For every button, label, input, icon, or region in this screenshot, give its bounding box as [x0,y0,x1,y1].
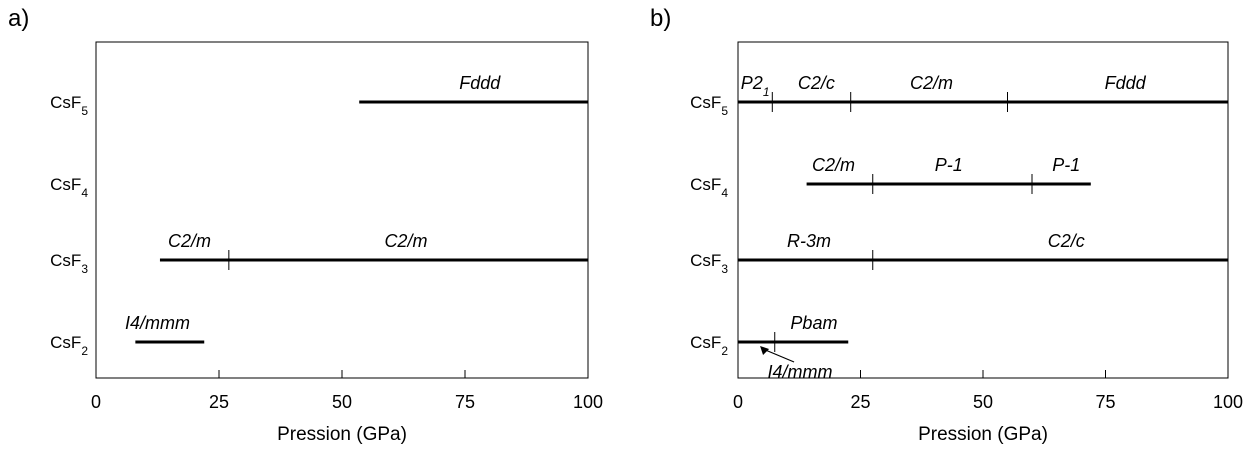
phase-label: C2/m [910,73,953,93]
x-tick-label: 75 [1095,392,1115,412]
x-tick-label: 50 [332,392,352,412]
category-label: CsF3 [690,251,728,276]
phase-label: P-1 [935,155,963,175]
phase-label: R-3m [787,231,831,251]
phase-label: C2/m [812,155,855,175]
panel-a: a) 0 25 50 75 100 Pression (GPa) CsF5 CsF4 CsF3 Cs… [8,5,603,445]
annotation-label: I4/mmm [768,362,833,382]
category-label: CsF2 [690,333,728,358]
phase-label: Fddd [459,73,501,93]
phase-label: C2/m [384,231,427,251]
phase-label: I4/mmm [125,313,190,333]
category-label: CsF3 [50,251,88,276]
phase-label: C2/m [168,231,211,251]
category-label: CsF4 [50,175,88,200]
category-label: CsF2 [50,333,88,358]
annotation-arrow [762,348,795,363]
annotation-arrowhead [760,346,770,355]
panel-label: a) [8,5,29,32]
category-label: CsF5 [690,93,728,118]
panel-b: b) 0 25 50 75 100 Pression (GPa) CsF5 CsF4 CsF3 Cs… [650,5,1243,445]
x-tick-label: 75 [455,392,475,412]
x-tick-label: 25 [209,392,229,412]
panel-label: b) [650,5,671,32]
phase-label: P21 [741,73,770,99]
phase-label: Pbam [790,313,837,333]
phase-label: Fddd [1105,73,1147,93]
category-label: CsF4 [690,175,728,200]
x-tick-label: 50 [973,392,993,412]
x-axis-title: Pression (GPa) [277,424,407,445]
x-tick-label: 100 [1213,392,1243,412]
x-tick-label: 25 [850,392,870,412]
phase-label: P-1 [1052,155,1080,175]
phase-label: C2/c [798,73,835,93]
phase-label: C2/c [1048,231,1085,251]
x-tick-label: 100 [573,392,603,412]
x-tick-label: 0 [733,392,743,412]
x-axis-title: Pression (GPa) [918,424,1048,445]
category-label: CsF5 [50,93,88,118]
x-tick-label: 0 [91,392,101,412]
